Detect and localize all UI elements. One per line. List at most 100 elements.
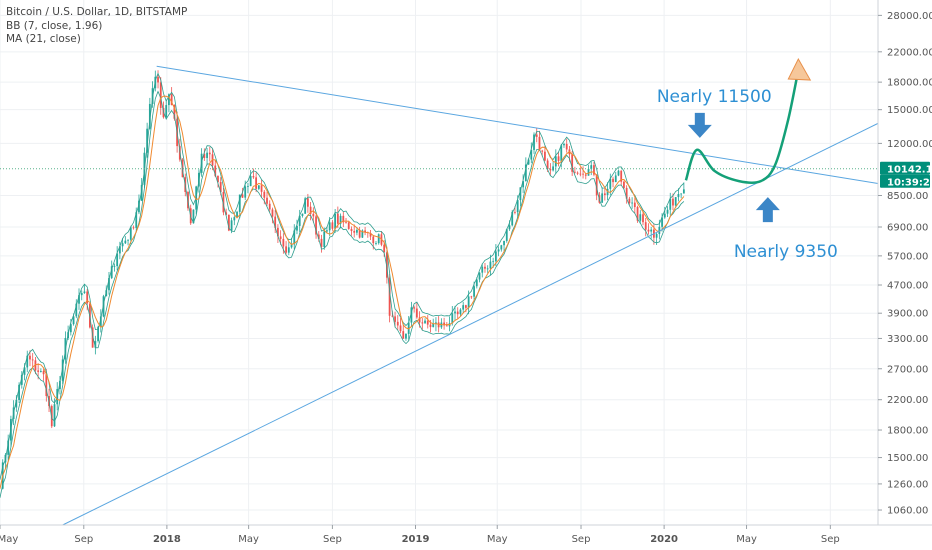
candle-body xyxy=(135,212,138,228)
candle-body xyxy=(208,152,211,155)
candle-body xyxy=(527,159,530,165)
candle-body xyxy=(582,173,584,175)
annotation-nearly-11500: Nearly 11500 xyxy=(657,87,772,107)
candle-body xyxy=(336,213,339,224)
candle-body xyxy=(102,296,105,317)
trendlines[interactable] xyxy=(62,65,879,526)
price-tick-label: 2700.00 xyxy=(887,364,928,375)
candle-body xyxy=(315,216,317,235)
candle-body xyxy=(255,177,258,189)
price-axis[interactable]: 1060.00 1260.00 1500.00 1800.00 2200.00 2700.… xyxy=(877,0,932,550)
candle-body xyxy=(546,160,549,169)
indicator-legend[interactable]: Bitcoin / U.S. Dollar, 1D, BITSTAMP BB (… xyxy=(6,6,187,47)
candle-body xyxy=(682,189,685,194)
candle-body xyxy=(31,359,34,361)
candle-body xyxy=(399,325,402,332)
candle-body xyxy=(121,243,124,247)
ma-indicator-label[interactable]: MA (21, close) xyxy=(6,33,81,45)
candle-body xyxy=(173,104,176,119)
price-tick-label: 12000.00 xyxy=(887,139,932,150)
price-tick-label: 5700.00 xyxy=(887,251,928,262)
price-tick-label: 4700.00 xyxy=(887,281,928,292)
candle-body xyxy=(375,243,377,244)
price-tick-label: 22000.00 xyxy=(887,47,932,58)
candle-body xyxy=(647,229,650,232)
candle-body xyxy=(203,153,206,158)
candle-body xyxy=(260,185,263,192)
candle-body xyxy=(301,213,304,216)
symbol-title[interactable]: Bitcoin / U.S. Dollar, 1D, BITSTAMP xyxy=(6,6,188,18)
candle-body xyxy=(304,198,307,214)
projection-path xyxy=(684,69,800,184)
candle-body xyxy=(636,207,639,221)
current-price-tag xyxy=(880,161,930,175)
countdown-tag xyxy=(880,174,930,188)
candle-body xyxy=(405,333,407,339)
candle-body xyxy=(413,307,416,309)
price-tick-label: 8500.00 xyxy=(887,191,928,202)
candle-body xyxy=(593,165,595,175)
candle-body xyxy=(306,198,309,207)
candle-body xyxy=(623,181,625,188)
candle-body xyxy=(377,234,380,244)
candle-body xyxy=(560,145,563,161)
candle-body xyxy=(192,209,195,224)
candle-body xyxy=(465,305,467,308)
bollinger-upper-band xyxy=(0,72,685,480)
candle-body xyxy=(116,253,119,267)
candle-body xyxy=(217,175,219,183)
candle-body xyxy=(644,222,647,230)
candle-body xyxy=(42,371,45,375)
projection-curve[interactable] xyxy=(684,57,812,184)
candle-body xyxy=(549,168,552,171)
time-tick-label: Sep xyxy=(572,534,591,545)
candle-body xyxy=(353,230,356,233)
candle-body xyxy=(500,245,503,250)
candle-body xyxy=(631,202,634,204)
candle-body xyxy=(516,200,519,213)
candle-body xyxy=(571,154,574,172)
annotations[interactable]: Nearly 11500 Nearly 9350 xyxy=(657,87,838,262)
candle-body xyxy=(541,150,544,152)
candle-body xyxy=(97,327,99,342)
candle-body xyxy=(138,200,140,213)
moving-average-line xyxy=(0,95,685,489)
candle-body xyxy=(29,355,31,360)
candle-body xyxy=(511,211,514,226)
candle-body xyxy=(227,214,230,231)
candle-body xyxy=(350,228,353,231)
candle-body xyxy=(86,291,89,304)
candle-body xyxy=(53,404,56,427)
time-axis[interactable]: May Sep 2018 May Sep 2019 May Sep 2020 May Sep xyxy=(0,524,932,545)
candle-body xyxy=(601,193,604,203)
candle-body xyxy=(277,227,279,237)
bb-indicator-label[interactable]: BB (7, close, 1.96) xyxy=(6,19,103,32)
candle-body xyxy=(157,76,159,83)
candle-body xyxy=(372,236,375,244)
candle-body xyxy=(467,296,470,308)
candle-body xyxy=(418,317,421,323)
candle-body xyxy=(347,222,350,229)
ascending-trendline xyxy=(62,122,879,526)
candle-body xyxy=(39,371,42,372)
candle-body xyxy=(456,311,459,315)
candle-body xyxy=(394,316,396,322)
candle-body xyxy=(451,313,454,324)
candle-body xyxy=(140,184,143,201)
candle-body xyxy=(75,303,78,317)
time-tick-label: 2018 xyxy=(153,534,181,545)
candle-body xyxy=(334,213,337,229)
candle-body xyxy=(247,186,249,187)
candle-body xyxy=(233,217,236,221)
candle-body xyxy=(587,168,590,176)
arrow-down-icon xyxy=(687,112,712,138)
candle-body xyxy=(530,149,533,160)
candle-body xyxy=(342,215,345,223)
candle-body xyxy=(617,170,620,176)
candle-body xyxy=(445,325,448,327)
candle-body xyxy=(80,293,83,296)
candle-body xyxy=(628,198,631,204)
candle-body xyxy=(165,105,168,118)
candle-body xyxy=(99,316,102,328)
